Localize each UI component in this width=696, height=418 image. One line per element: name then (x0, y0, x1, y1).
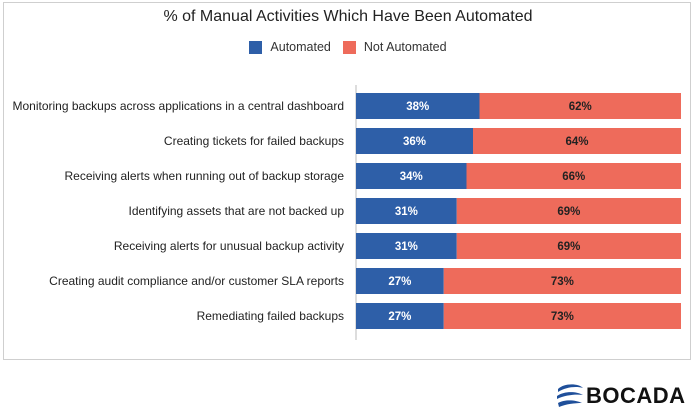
bar-not-automated (473, 128, 681, 154)
category-label: Creating tickets for failed backups (164, 134, 344, 148)
logo-text: BOCADA (586, 383, 686, 408)
bar-not-automated (443, 268, 681, 294)
data-label-automated: 31% (395, 241, 418, 253)
bar-not-automated (456, 233, 681, 259)
category-label: Receiving alerts for unusual backup acti… (114, 239, 344, 253)
data-label-not-automated: 62% (569, 101, 592, 113)
data-label-not-automated: 69% (557, 206, 580, 218)
bocada-logo: BOCADA (556, 381, 686, 411)
data-label-not-automated: 69% (557, 241, 580, 253)
bar-not-automated (466, 163, 681, 189)
data-label-automated: 38% (406, 101, 429, 113)
bar-not-automated (443, 303, 681, 329)
bocada-swoosh-icon (557, 384, 583, 407)
legend-swatch-not-automated (342, 40, 356, 54)
data-label-automated: 34% (400, 171, 423, 183)
category-label: Creating audit compliance and/or custome… (49, 274, 344, 288)
bar-automated (356, 303, 444, 329)
data-label-automated: 27% (388, 276, 411, 288)
bar-automated (356, 198, 457, 224)
legend-label-automated: Automated (270, 40, 331, 54)
data-label-automated: 27% (388, 311, 411, 323)
bar-not-automated (479, 93, 681, 119)
bar-automated (356, 163, 467, 189)
data-label-not-automated: 64% (565, 136, 588, 148)
data-label-not-automated: 73% (551, 311, 574, 323)
category-label: Monitoring backups across applications i… (12, 99, 344, 113)
bar-automated (356, 128, 473, 154)
data-label-not-automated: 66% (562, 171, 585, 183)
bar-not-automated (456, 198, 681, 224)
legend-label-not-automated: Not Automated (363, 40, 447, 54)
chart-title: % of Manual Activities Which Have Been A… (163, 8, 533, 25)
legend-item-automated: Automated (249, 40, 331, 54)
bar-automated (356, 233, 457, 259)
category-label: Receiving alerts when running out of bac… (64, 169, 344, 183)
legend-item-not-automated: Not Automated (342, 40, 447, 54)
bar-automated (356, 268, 444, 294)
category-label: Identifying assets that are not backed u… (129, 204, 345, 218)
data-label-not-automated: 73% (551, 276, 574, 288)
legend: Automated Not Automated (0, 40, 696, 54)
legend-swatch-automated (249, 40, 263, 54)
bar-automated (356, 93, 480, 119)
category-label: Remediating failed backups (197, 309, 344, 323)
data-label-automated: 36% (403, 136, 426, 148)
data-label-automated: 31% (395, 206, 418, 218)
